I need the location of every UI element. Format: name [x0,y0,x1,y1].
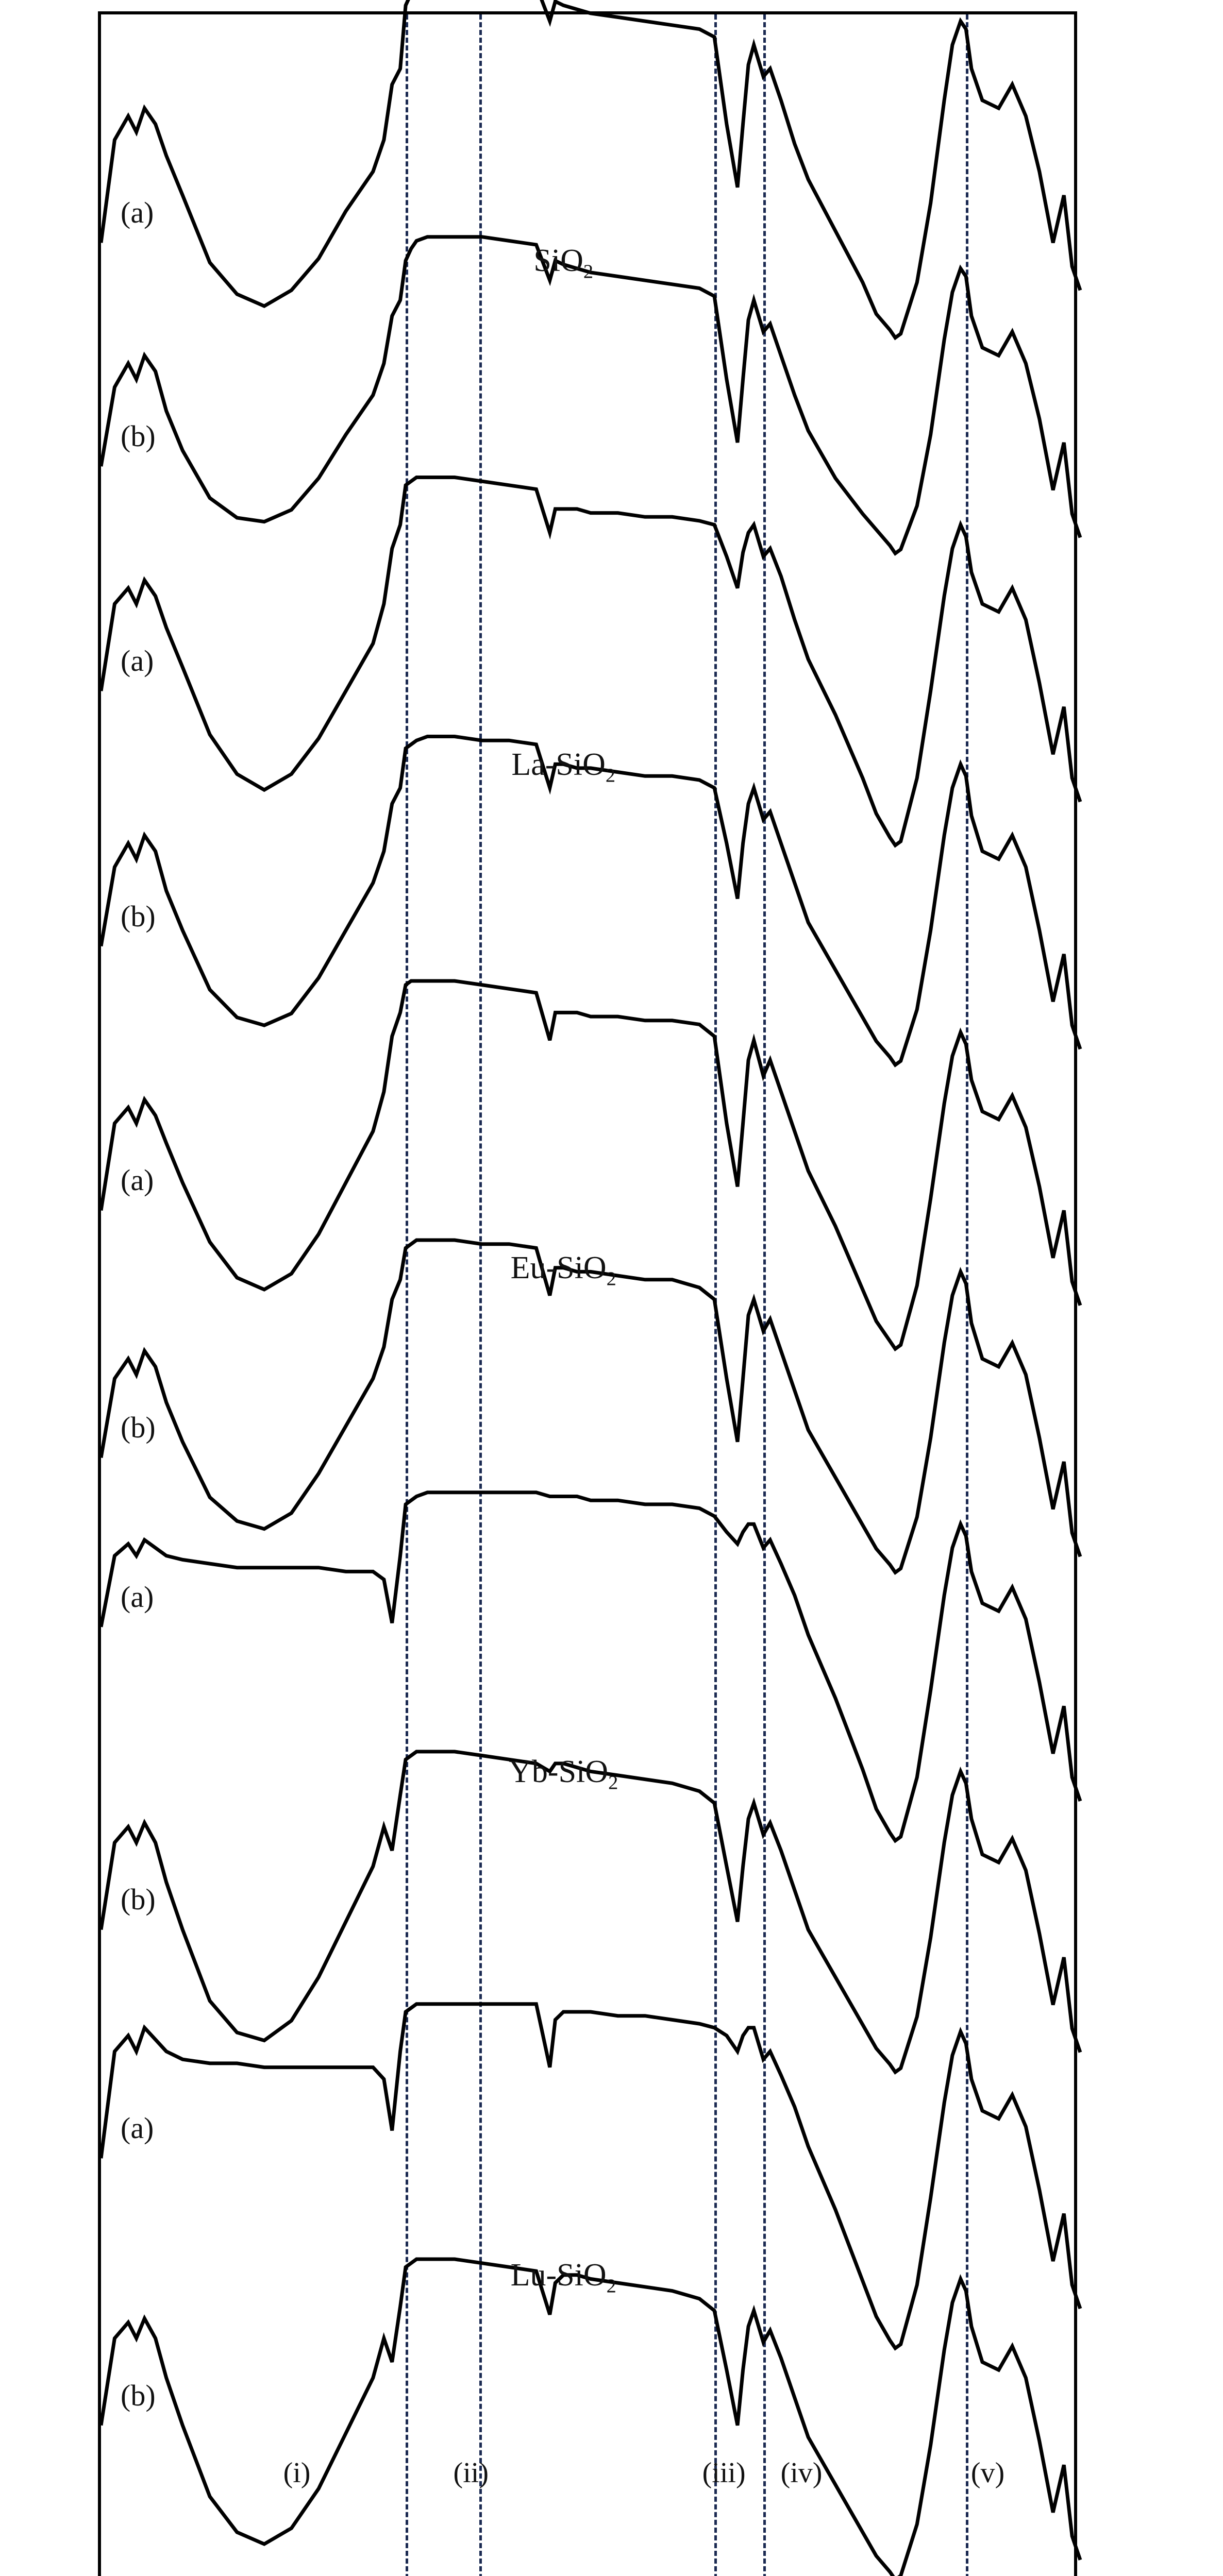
plot-frame: (i) (ii) (iii) (iv) (v) (a) (b) SiO2 (a) (b) La-Si… [98,0,1082,2576]
panel-title-subscript: 2 [608,1772,618,1794]
region-label-5: (v) [970,2457,1005,2489]
panel-title: Lu-SiO2 [511,2257,616,2297]
guide-line [714,14,717,2576]
spectrum-panel-sio2 [99,0,1082,2576]
curve-label-a: (a) [121,644,154,678]
guide-line [406,14,409,2576]
curve-b [99,1238,1082,1575]
guide-line [763,14,766,2576]
spectrum-curves [99,979,1082,1575]
spectrum-curves [99,476,1082,1067]
guide-line [479,14,482,2576]
curve-label-b: (b) [121,1411,156,1445]
curve-a [99,476,1082,848]
curve-a [99,0,1082,341]
spectrum-curves [99,2002,1082,2576]
panel-title-subscript: 2 [605,765,616,787]
curve-b [99,735,1082,1067]
curve-a [99,2002,1082,2351]
panel-title: Yb-SiO2 [509,1754,618,1794]
spectrum-curves [99,0,1082,556]
curve-label-a: (a) [121,196,154,230]
panel-title-text: Eu-SiO [510,1250,607,1286]
curve-a [99,1490,1082,1843]
plot-area: (i) (ii) (iii) (iv) (v) (a) (b) SiO2 (a) (b) La-Si… [99,0,1082,2576]
panel-title: La-SiO2 [511,747,615,787]
panel-title-text: SiO [533,243,583,279]
spectrum-panel-eu-sio2 [99,14,1082,2576]
curve-b [99,235,1082,556]
panel-title-text: Yb-SiO [509,1754,609,1789]
curve-label-a: (a) [121,2111,154,2145]
panel-title-subscript: 2 [583,261,594,283]
curve-label-b: (b) [121,1883,156,1917]
spectrum-panel-yb-sio2 [99,14,1082,2576]
region-label-1: (i) [283,2457,311,2489]
panel-title: SiO2 [533,243,593,283]
panel-title-text: Lu-SiO [510,2258,607,2293]
curve-b [99,2257,1082,2576]
curve-label-a: (a) [121,1163,154,1197]
curve-b [99,1750,1082,2075]
curve-label-b: (b) [121,2378,156,2412]
panel-title-text: La-SiO [511,747,606,782]
curve-label-b: (b) [121,419,156,453]
panel-title: Eu-SiO2 [511,1250,616,1290]
region-label-4: (iv) [780,2457,823,2489]
panel-title-subscript: 2 [606,1268,616,1290]
curve-label-a: (a) [121,1580,154,1614]
panel-title-subscript: 2 [606,2275,616,2297]
spectrum-panel-la-sio2 [99,14,1082,2576]
curve-a [99,979,1082,1352]
spectrum-curves [99,1490,1082,2075]
spectrum-panel-lu-sio2 [99,14,1082,2576]
region-label-2: (ii) [453,2457,489,2489]
curve-label-b: (b) [121,899,156,933]
region-label-3: (iii) [702,2457,746,2489]
